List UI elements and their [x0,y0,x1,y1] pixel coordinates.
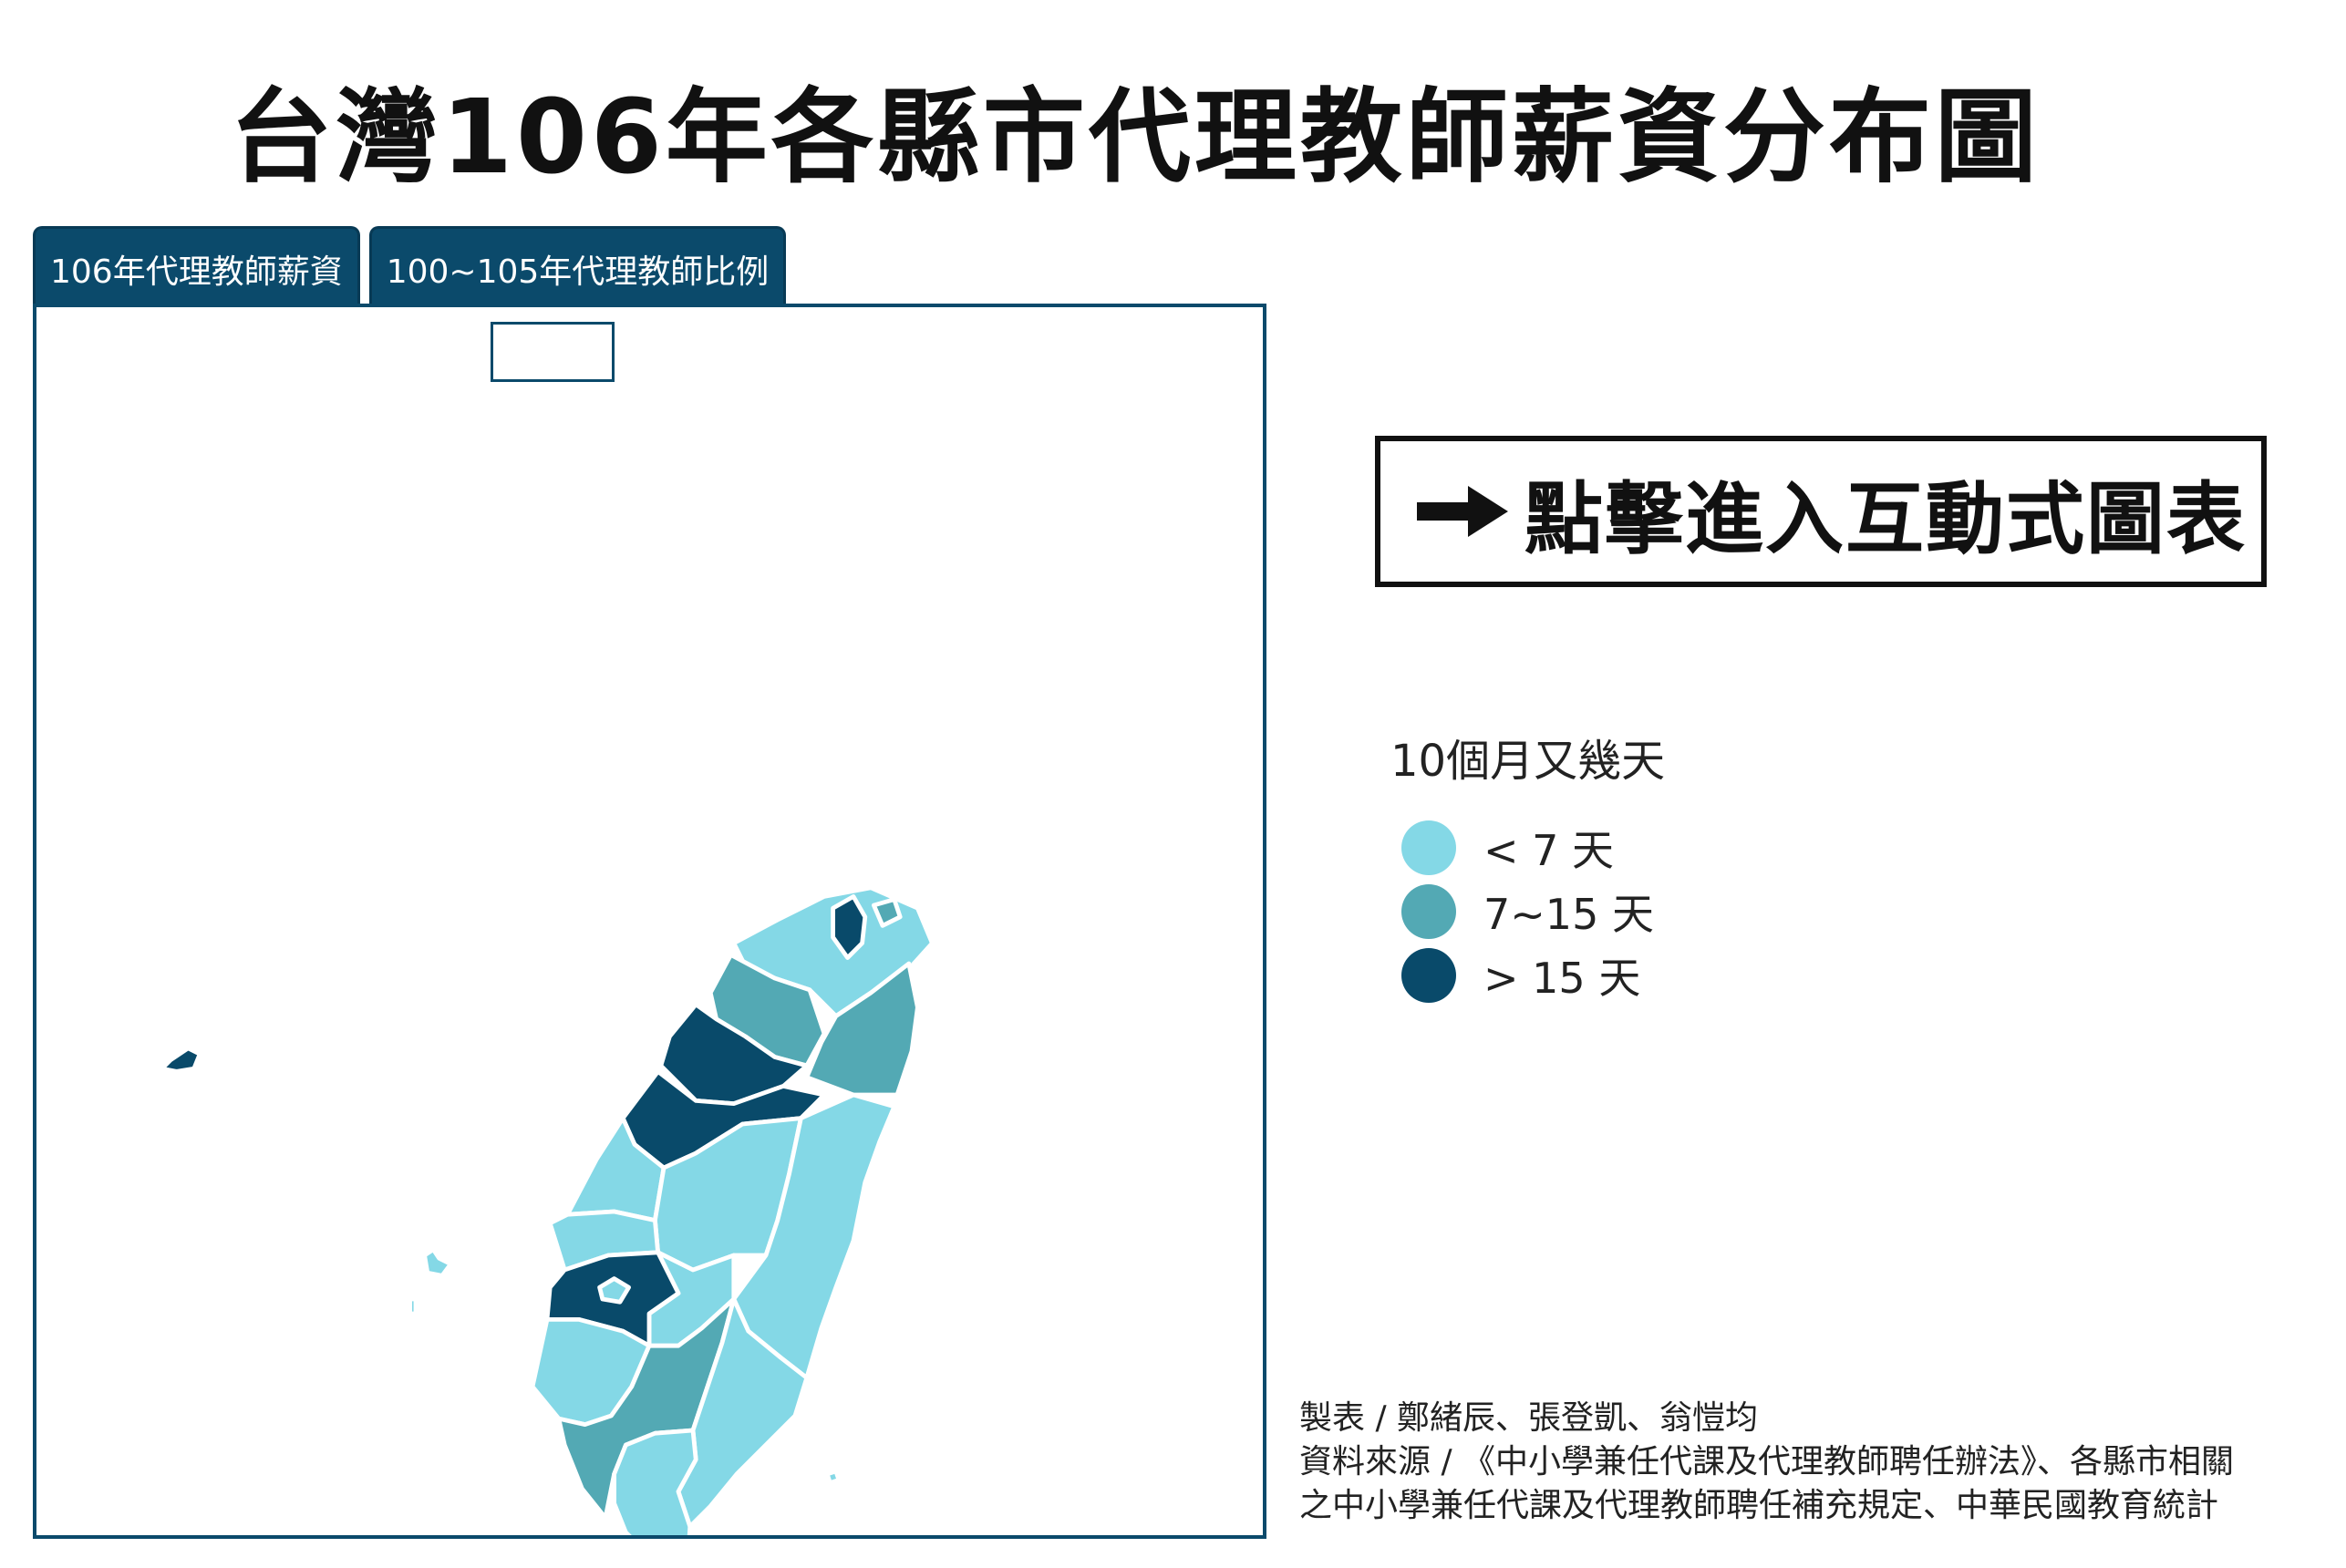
legend-dot-high [1401,948,1456,1003]
arrow-right-icon [1417,486,1508,537]
credits: 製表 / 鄭緒辰、張登凱、翁愷均 資料來源 / 《中小學兼任代課及代理教師聘任辦… [1299,1397,2234,1528]
region-pingtung[interactable] [612,1428,698,1535]
legend-item-low: < 7 天 [1390,816,1665,880]
map-panel[interactable] [33,304,1266,1539]
legend-title: 10個月又幾天 [1390,736,1666,787]
credits-maker: 製表 / 鄭緒辰、張登凱、翁愷均 [1299,1399,1759,1437]
cta-label: 點擊進入互動式圖表 [1524,473,2247,565]
region-taitung[interactable] [676,1296,810,1530]
region-yilan[interactable] [804,961,920,1098]
region-green-island[interactable] [824,1469,842,1486]
legend-dot-low [1401,820,1456,875]
legend-item-high: > 15 天 [1390,944,1665,1007]
legend-label-low: < 7 天 [1483,826,1615,875]
region-hualien[interactable] [731,1092,897,1380]
region-keelung[interactable] [872,897,903,928]
tab-bar: 106年代理教師薪資 100~105年代理教師比例 [33,226,787,305]
map-zoom-control[interactable] [491,322,615,382]
tab-106-salary[interactable]: 106年代理教師薪資 [33,226,360,305]
credits-source-2: 之中小學兼任代課及代理教師聘任補充規定、中華民國教育統計 [1299,1487,2219,1524]
region-kinmen[interactable] [160,1046,202,1074]
region-taipei[interactable] [831,894,868,960]
interactive-chart-button[interactable]: 點擊進入互動式圖表 [1375,436,2267,587]
tab-100-105-ratio[interactable]: 100~105年代理教師比例 [368,226,787,305]
region-penghu-small[interactable] [408,1296,419,1316]
region-chiayi-city[interactable] [597,1276,631,1305]
taiwan-map[interactable] [36,307,1263,1535]
legend-dot-mid [1401,884,1456,939]
map-legend: 10個月又幾天 < 7 天 7~15 天 > 15 天 [1390,725,1665,1007]
credits-source-1: 資料來源 / 《中小學兼任代課及代理教師聘任辦法》、各縣市相關 [1299,1443,2235,1480]
legend-label-high: > 15 天 [1483,954,1641,1003]
region-penghu[interactable] [422,1247,453,1278]
legend-label-mid: 7~15 天 [1483,890,1654,939]
page-title: 台灣106年各縣市代理教師薪資分布圖 [230,78,2041,197]
region-kinmen-small[interactable] [148,1060,159,1074]
legend-item-mid: 7~15 天 [1390,880,1665,944]
